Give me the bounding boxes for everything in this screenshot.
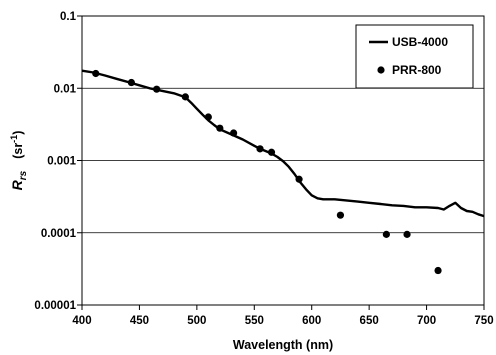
data-point-prr800 [230,129,238,137]
x-axis-label: Wavelength (nm) [233,338,333,352]
y-tick-label: 0.001 [47,156,76,168]
x-axis: 400 450 500 550 600 650 700 750 [72,305,494,327]
legend-label-prr800: PRR-800 [392,63,442,77]
data-point-prr800 [216,124,224,132]
y-axis-label: Rrs (sr-1) [9,131,29,191]
x-tick-label: 700 [417,315,436,327]
y-axis: 0.00001 0.0001 0.001 0.01 0.1 [34,11,82,312]
legend: USB-4000 PRR-800 [355,24,474,89]
data-point-prr800 [127,78,135,87]
legend-dot-marker [377,66,385,74]
y-axis-unit-sup: -1 [9,135,19,143]
y-axis-symbol: R [9,179,25,190]
y-axis-unit-open: (sr [11,143,25,159]
data-point-prr800 [256,145,264,153]
legend-box [355,24,474,89]
y-tick-label: 0.0001 [41,228,77,240]
series-layer [81,69,485,275]
legend-label-usb4000: USB-4000 [392,35,448,49]
x-tick-label: 650 [360,315,379,327]
x-tick-label: 450 [130,315,149,327]
data-point-prr800 [336,211,345,219]
data-point-prr800 [153,85,161,93]
x-tick-label: 400 [72,315,91,327]
data-point-prr800 [181,93,189,101]
y-axis-subscript: rs [18,170,29,180]
data-point-prr800 [295,175,303,183]
data-point-prr800 [204,113,212,121]
data-point-prr800 [403,230,411,238]
x-tick-label: 500 [187,315,206,327]
data-point-prr800 [434,266,442,275]
y-tick-label: 0.1 [60,11,77,23]
x-tick-label: 600 [302,315,321,327]
y-axis-unit-close: ) [11,131,25,135]
data-point-prr800 [267,148,276,156]
series-line-usb4000 [81,69,485,218]
data-point-prr800 [382,230,390,238]
y-tick-label: 0.00001 [34,300,76,312]
data-point-prr800 [92,69,100,78]
svg-text:Rrs(sr-1): Rrs (sr-1) [9,131,29,191]
x-tick-label: 750 [474,315,493,327]
x-tick-label: 550 [245,315,264,327]
y-tick-label: 0.01 [54,83,77,95]
